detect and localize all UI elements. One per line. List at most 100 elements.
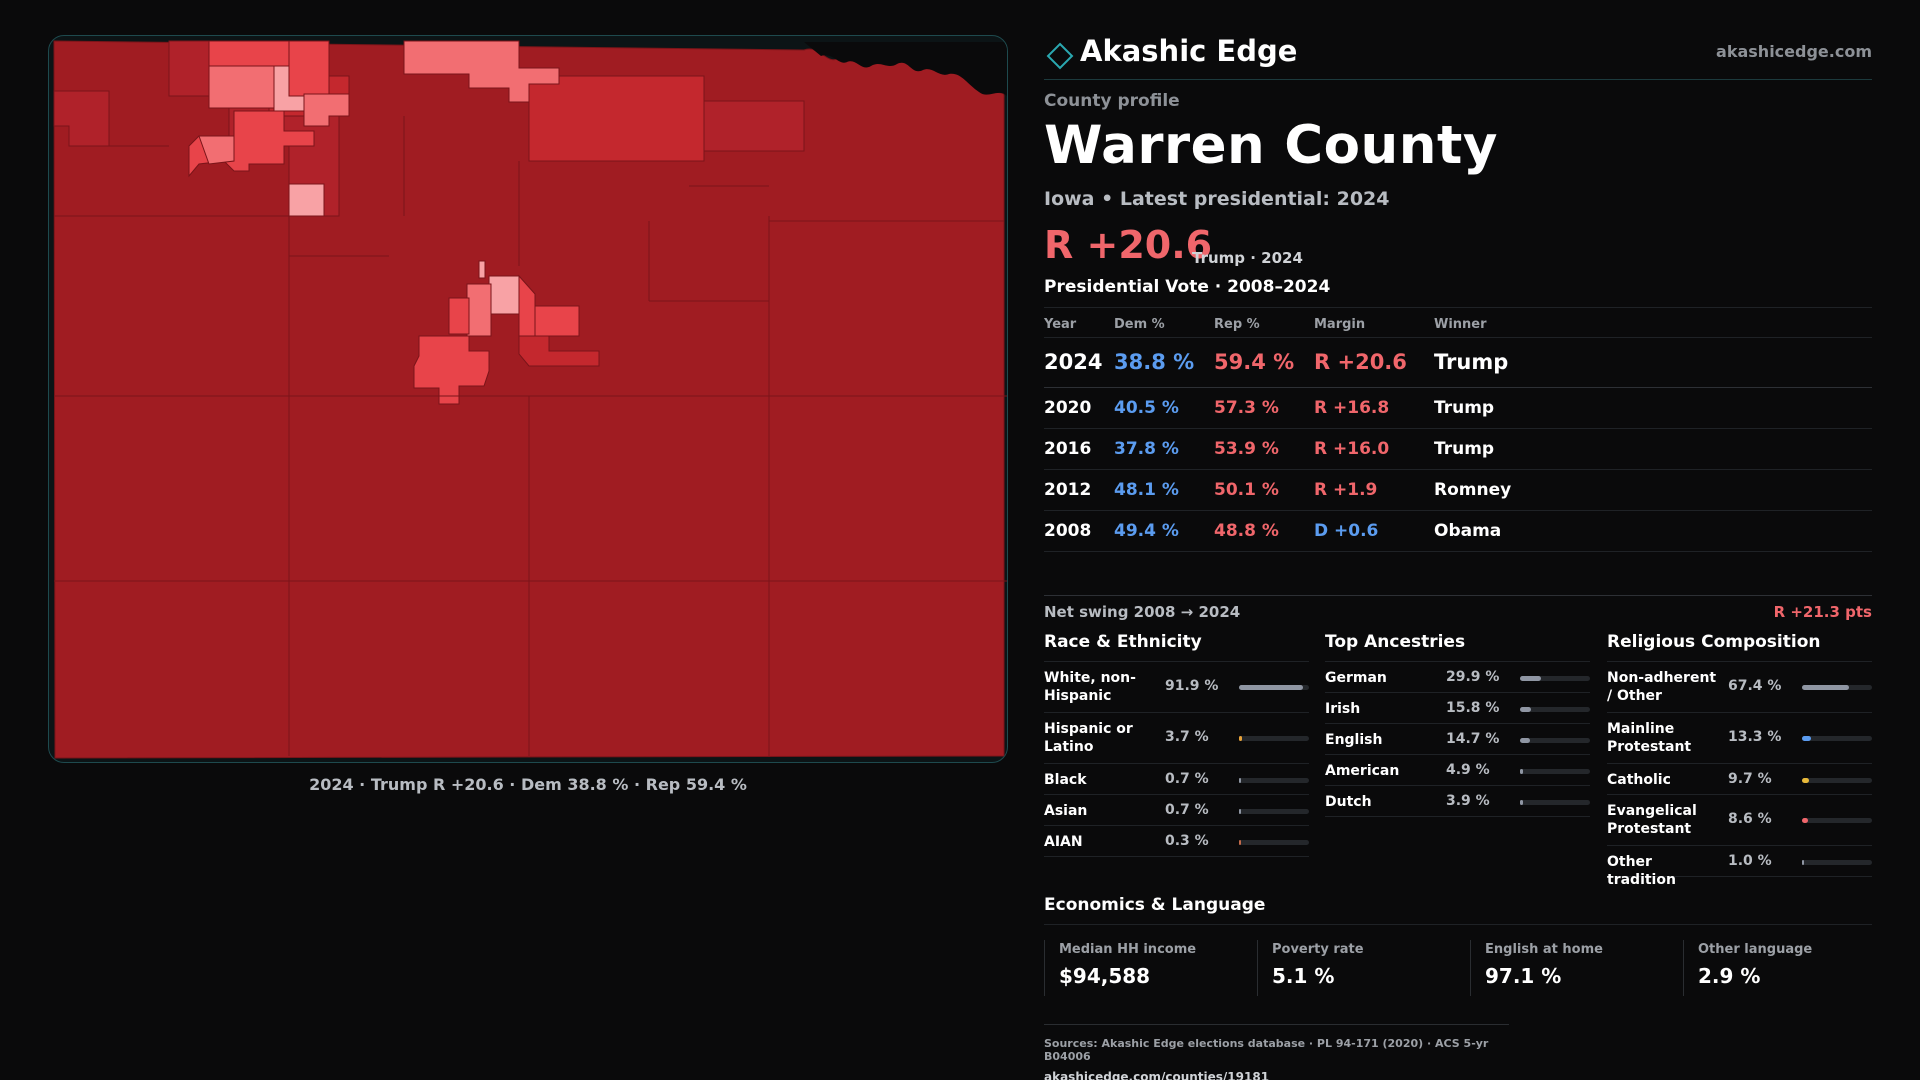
religion-section: Religious Composition Non-adherent / Oth…: [1607, 632, 1872, 888]
race-bar-fill: [1239, 840, 1241, 845]
header-margin: Margin: [1314, 317, 1366, 332]
list-item: Other tradition 1.0 %: [1607, 846, 1872, 888]
econ-value: 97.1 %: [1485, 964, 1562, 988]
header-dem: Dem %: [1114, 317, 1165, 332]
source-url-link[interactable]: akashicedge.com/counties/19181: [1044, 1070, 1270, 1080]
vote-table: Year Dem % Rep % Margin Winner 2024 38.8…: [1044, 307, 1872, 552]
race-section-title: Race & Ethnicity: [1044, 632, 1309, 662]
diamond-logo-icon: [1046, 42, 1074, 70]
table-row: 2016 37.8 % 53.9 % R +16.0 Trump: [1044, 429, 1872, 470]
precinct-map-svg[interactable]: [49, 36, 1008, 763]
ancestry-bar-fill: [1520, 738, 1530, 743]
ancestry-value: 4.9 %: [1446, 762, 1490, 778]
cell-margin: R +1.9: [1314, 480, 1378, 500]
table-row: 2020 40.5 % 57.3 % R +16.8 Trump: [1044, 388, 1872, 429]
precinct-north-light: [403, 40, 560, 103]
cell-dem: 37.8 %: [1114, 439, 1179, 459]
cell-dem: 48.1 %: [1114, 480, 1179, 500]
race-value: 91.9 %: [1165, 678, 1219, 694]
cell-rep: 48.8 %: [1214, 521, 1279, 541]
religion-bar-fill: [1802, 860, 1804, 865]
brand-url-link[interactable]: akashicedge.com: [1716, 42, 1872, 61]
table-row: 2024 38.8 % 59.4 % R +20.6 Trump: [1044, 338, 1872, 388]
ancestry-bar-fill: [1520, 707, 1531, 712]
religion-label: Mainline Protestant: [1607, 721, 1692, 755]
county-profile-panel: Akashic Edge akashicedge.com County prof…: [1044, 30, 1872, 1080]
precinct-nw-g: [288, 183, 325, 217]
race-bar-fill: [1239, 736, 1242, 741]
race-label: White, non-Hispanic: [1044, 670, 1136, 704]
brand-header: Akashic Edge akashicedge.com: [1044, 30, 1872, 80]
religion-bar-fill: [1802, 778, 1809, 783]
religion-bar: [1802, 685, 1872, 690]
list-item: Mainline Protestant 13.3 %: [1607, 713, 1872, 764]
econ-label: Poverty rate: [1272, 942, 1364, 957]
religion-bar: [1802, 778, 1872, 783]
religion-bar-fill: [1802, 736, 1811, 741]
precinct-city-a: [488, 275, 520, 315]
cell-dem: 49.4 %: [1114, 521, 1179, 541]
vote-section-title: Presidential Vote · 2008–2024: [1044, 277, 1331, 297]
cell-rep: 59.4 %: [1214, 350, 1295, 374]
cell-rep: 53.9 %: [1214, 439, 1279, 459]
religion-bar: [1802, 736, 1872, 741]
econ-value: 2.9 %: [1698, 964, 1761, 988]
economics-section-title: Economics & Language: [1044, 895, 1872, 925]
header-winner: Winner: [1434, 317, 1487, 332]
list-item: Asian 0.7 %: [1044, 795, 1309, 826]
header-rep: Rep %: [1214, 317, 1260, 332]
list-item: Non-adherent / Other 67.4 %: [1607, 662, 1872, 713]
race-bar: [1239, 778, 1309, 783]
cell-year: 2008: [1044, 521, 1092, 541]
precinct-north-2: [528, 75, 705, 162]
religion-value: 67.4 %: [1728, 678, 1782, 694]
list-item: Catholic 9.7 %: [1607, 764, 1872, 795]
map-caption: 2024 · Trump R +20.6 · Dem 38.8 % · Rep …: [309, 775, 747, 794]
econ-stat-english: English at home 97.1 %: [1470, 940, 1670, 996]
ancestry-label: American: [1325, 763, 1400, 779]
cell-year: 2020: [1044, 398, 1092, 418]
religion-label: Non-adherent / Other: [1607, 670, 1717, 704]
township-grid: [54, 116, 1007, 756]
list-item: Evangelical Protestant 8.6 %: [1607, 795, 1872, 846]
precinct-city-b: [466, 283, 492, 337]
brand-name: Akashic Edge: [1080, 34, 1298, 68]
race-bar-fill: [1239, 685, 1303, 690]
ancestry-label: Dutch: [1325, 794, 1372, 810]
precinct-north-3: [703, 100, 805, 152]
page-title: Warren County: [1044, 115, 1498, 176]
sources-footer: Sources: Akashic Edge elections database…: [1044, 1024, 1509, 1080]
cell-dem: 40.5 %: [1114, 398, 1179, 418]
religion-value: 8.6 %: [1728, 811, 1772, 827]
precinct-nw-i: [53, 90, 110, 147]
sources-text: Sources: Akashic Edge elections database…: [1044, 1037, 1489, 1063]
river-cutout: [804, 42, 1007, 97]
econ-stat-poverty: Poverty rate 5.1 %: [1257, 940, 1457, 996]
cell-year: 2016: [1044, 439, 1092, 459]
race-label: AIAN: [1044, 834, 1083, 850]
religion-label: Evangelical Protestant: [1607, 803, 1697, 837]
cell-year: 2024: [1044, 350, 1103, 374]
race-bar-fill: [1239, 809, 1241, 814]
econ-label: English at home: [1485, 942, 1603, 957]
precinct-nw-d: [288, 40, 330, 97]
county-map[interactable]: [48, 35, 1008, 763]
race-bar: [1239, 685, 1309, 690]
cell-margin: R +20.6: [1314, 350, 1407, 374]
econ-stat-income: Median HH income $94,588: [1044, 940, 1244, 996]
ancestry-section-title: Top Ancestries: [1325, 632, 1590, 662]
ancestry-label: English: [1325, 732, 1383, 748]
list-item: American 4.9 %: [1325, 755, 1590, 786]
race-ethnicity-section: Race & Ethnicity White, non-Hispanic 91.…: [1044, 632, 1309, 857]
table-row: 2008 49.4 % 48.8 % D +0.6 Obama: [1044, 511, 1872, 552]
race-label: Black: [1044, 772, 1087, 788]
list-item: White, non-Hispanic 91.9 %: [1044, 662, 1309, 713]
vote-table-header: Year Dem % Rep % Margin Winner: [1044, 307, 1872, 338]
header-year: Year: [1044, 317, 1077, 332]
race-bar: [1239, 736, 1309, 741]
religion-bar: [1802, 860, 1872, 865]
ancestry-value: 3.9 %: [1446, 793, 1490, 809]
cell-winner: Trump: [1434, 350, 1509, 374]
religion-bar-fill: [1802, 685, 1849, 690]
precinct-city-h: [478, 260, 486, 279]
